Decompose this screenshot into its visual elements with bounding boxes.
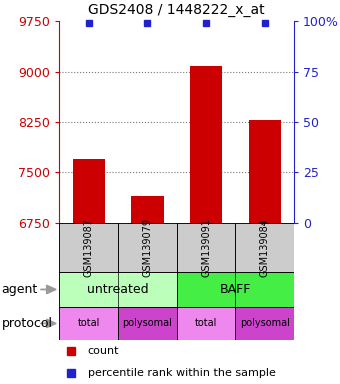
Bar xyxy=(249,120,281,223)
Text: protocol: protocol xyxy=(2,317,53,330)
Text: total: total xyxy=(195,318,217,328)
Text: percentile rank within the sample: percentile rank within the sample xyxy=(88,368,275,378)
Bar xyxy=(59,307,118,340)
Text: polysomal: polysomal xyxy=(122,318,172,328)
Text: polysomal: polysomal xyxy=(240,318,290,328)
Bar xyxy=(235,307,294,340)
Bar xyxy=(235,223,294,272)
Title: GDS2408 / 1448222_x_at: GDS2408 / 1448222_x_at xyxy=(88,3,265,17)
Text: count: count xyxy=(88,346,119,356)
Bar xyxy=(118,223,177,272)
Text: GSM139087: GSM139087 xyxy=(84,218,94,277)
Text: GSM139079: GSM139079 xyxy=(142,218,152,277)
Text: total: total xyxy=(78,318,100,328)
Text: untreated: untreated xyxy=(87,283,149,296)
Text: BAFF: BAFF xyxy=(220,283,251,296)
Bar xyxy=(190,66,222,223)
Text: agent: agent xyxy=(2,283,38,296)
Bar xyxy=(118,307,177,340)
Bar xyxy=(73,159,105,223)
Bar xyxy=(177,223,235,272)
Bar xyxy=(59,223,118,272)
Bar xyxy=(59,272,177,307)
Bar xyxy=(131,196,164,223)
Text: GSM139091: GSM139091 xyxy=(201,218,211,277)
Bar xyxy=(177,307,235,340)
Bar xyxy=(177,272,294,307)
Text: GSM139084: GSM139084 xyxy=(260,218,270,277)
